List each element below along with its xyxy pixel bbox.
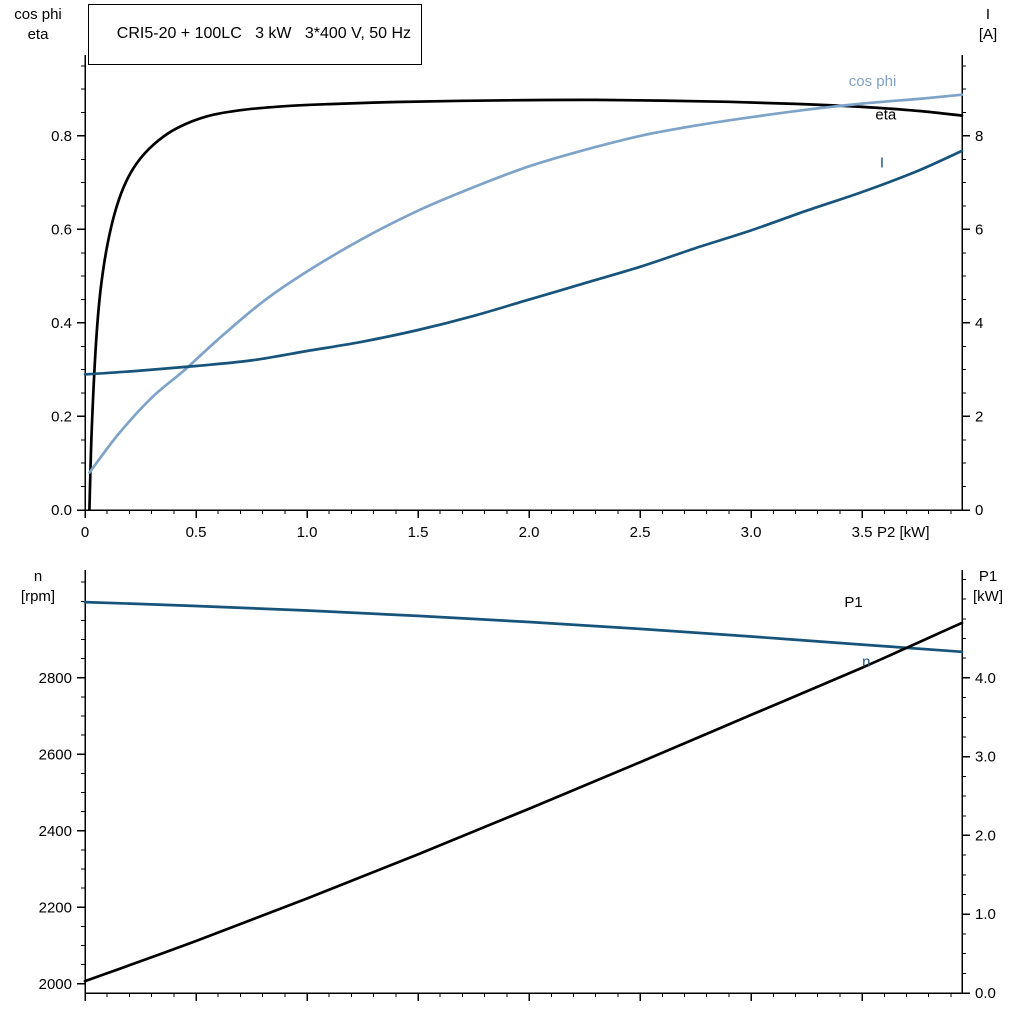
y-left-tick-label: 0.6 (51, 221, 72, 238)
y-left-tick-label: 0.2 (51, 408, 72, 425)
y-right-tick-label: 0 (975, 502, 983, 519)
curve-label-cos_phi: cos phi (849, 73, 897, 90)
curve-group-1 (83, 600, 964, 983)
series-curve-current (83, 149, 964, 376)
x-tick-label: 2.0 (519, 524, 540, 541)
chart-title-box: CRI5-20 + 100LC 3 kW 3*400 V, 50 Hz (88, 4, 423, 65)
x-tick-label: 0 (81, 524, 89, 541)
y-left-tick-label: 0.4 (51, 315, 72, 332)
x-tick-label: 2.5 (630, 524, 651, 541)
y-left-tick-label: 2600 (39, 746, 72, 763)
y-right-tick-label: 3.0 (975, 749, 996, 766)
y-left-unit-line1: cos phi (14, 6, 62, 23)
y-right-tick-label: 1.0 (975, 906, 996, 923)
y-left-tick-label: 0.8 (51, 128, 72, 145)
p1-axis-unit-line1: P1 (978, 568, 998, 585)
top-right-axis-unit: I [A] (960, 5, 1016, 45)
p1-axis-unit-line2: [kW] (973, 588, 1003, 605)
y-right-tick-label: 2.0 (975, 827, 996, 844)
y-right-tick-label: 0.0 (975, 985, 996, 1002)
series-curve-cos_phi (88, 93, 964, 474)
y-left-tick-label: 0.0 (51, 502, 72, 519)
y-left-tick-label: 2000 (39, 976, 72, 993)
bottom-left-axis-unit: n [rpm] (4, 567, 72, 607)
y-right-unit-line2: [A] (978, 26, 998, 43)
bottom-right-axis-unit: P1 [kW] (960, 567, 1016, 607)
y-right-unit-line1: I (985, 6, 991, 23)
curve-label-current: I (880, 155, 884, 172)
y-right-tick-label: 6 (975, 221, 983, 238)
curve-label-eta: eta (875, 107, 897, 124)
y-right-tick-label: 4 (975, 315, 983, 332)
y-right-tick-label: 8 (975, 128, 983, 145)
series-curve-eta (88, 98, 964, 511)
y-left-tick-label: 2200 (39, 899, 72, 916)
top-left-axis-unit: cos phi eta (4, 5, 72, 45)
x-tick-label: 3.0 (741, 524, 762, 541)
y-left-unit-line2: eta (27, 26, 49, 43)
chart-title: CRI5-20 + 100LC 3 kW 3*400 V, 50 Hz (116, 25, 412, 42)
x-tick-label: 1.0 (297, 524, 318, 541)
y-right-tick-label: 2 (975, 408, 983, 425)
x-axis-label: P2 [kW] (877, 524, 930, 541)
x-tick-label: 0.5 (186, 524, 207, 541)
y-left-tick-label: 2400 (39, 823, 72, 840)
x-tick-label: 1.5 (408, 524, 429, 541)
x-tick-label: 3.5 (852, 524, 873, 541)
n-axis-unit-line1: n (33, 568, 43, 585)
curve-label-input_power: P1 (844, 594, 862, 611)
curve-group-0 (83, 93, 964, 511)
series-curve-input_power (83, 621, 964, 983)
y-right-tick-label: 4.0 (975, 670, 996, 687)
y-left-tick-label: 2800 (39, 670, 72, 687)
curve-label-speed: n (862, 653, 870, 670)
n-axis-unit-line2: [rpm] (20, 588, 56, 605)
series-curve-speed (83, 600, 964, 654)
